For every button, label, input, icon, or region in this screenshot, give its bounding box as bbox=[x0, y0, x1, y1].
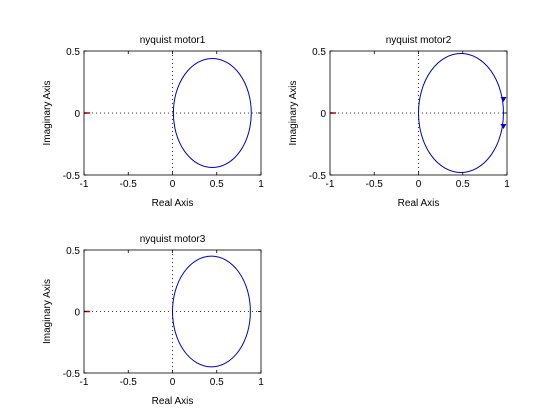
y-axis-label: Imaginary Axis bbox=[42, 80, 53, 145]
nyquist-curve-1 bbox=[418, 52, 504, 174]
x-tick-label: 1 bbox=[258, 179, 264, 190]
x-tick-label: -1 bbox=[80, 179, 89, 190]
y-tick-label: -0.5 bbox=[63, 171, 81, 182]
x-tick-label: 0 bbox=[170, 179, 176, 190]
x-axis-label: Real Axis bbox=[152, 396, 194, 407]
y-tick-label: -0.5 bbox=[309, 171, 327, 182]
x-tick-label: 0 bbox=[170, 377, 176, 388]
y-tick-label: 0.5 bbox=[312, 47, 326, 58]
y-tick-label: 0 bbox=[320, 109, 326, 120]
x-tick-label: 1 bbox=[504, 179, 510, 190]
x-tick-label: -0.5 bbox=[120, 179, 138, 190]
chart-title: nyquist motor1 bbox=[140, 35, 206, 46]
y-tick-label: 0.5 bbox=[66, 47, 80, 58]
y-tick-label: 0 bbox=[74, 308, 80, 319]
y-tick-label: -0.5 bbox=[63, 369, 81, 380]
direction-arrow bbox=[500, 124, 507, 129]
x-axis-label: Real Axis bbox=[398, 198, 440, 209]
x-tick-label: 1 bbox=[258, 377, 264, 388]
chart-title: nyquist motor2 bbox=[386, 35, 452, 46]
chart-title: nyquist motor3 bbox=[140, 234, 206, 245]
x-tick-label: 0 bbox=[416, 179, 422, 190]
x-tick-label: -0.5 bbox=[120, 377, 138, 388]
x-axis-label: Real Axis bbox=[152, 198, 194, 209]
nyquist-curve-1 bbox=[172, 57, 252, 169]
y-axis-label: Imaginary Axis bbox=[42, 279, 53, 344]
x-tick-label: 0.5 bbox=[210, 377, 224, 388]
y-axis-label: Imaginary Axis bbox=[288, 80, 299, 145]
nyquist-curve-1 bbox=[172, 255, 251, 368]
x-tick-label: 0.5 bbox=[456, 179, 470, 190]
direction-arrow bbox=[500, 97, 507, 102]
y-tick-label: 0.5 bbox=[66, 246, 80, 257]
x-tick-label: 0.5 bbox=[210, 179, 224, 190]
x-tick-label: -0.5 bbox=[366, 179, 384, 190]
x-tick-label: -1 bbox=[326, 179, 335, 190]
x-tick-label: -1 bbox=[80, 377, 89, 388]
y-tick-label: 0 bbox=[74, 109, 80, 120]
